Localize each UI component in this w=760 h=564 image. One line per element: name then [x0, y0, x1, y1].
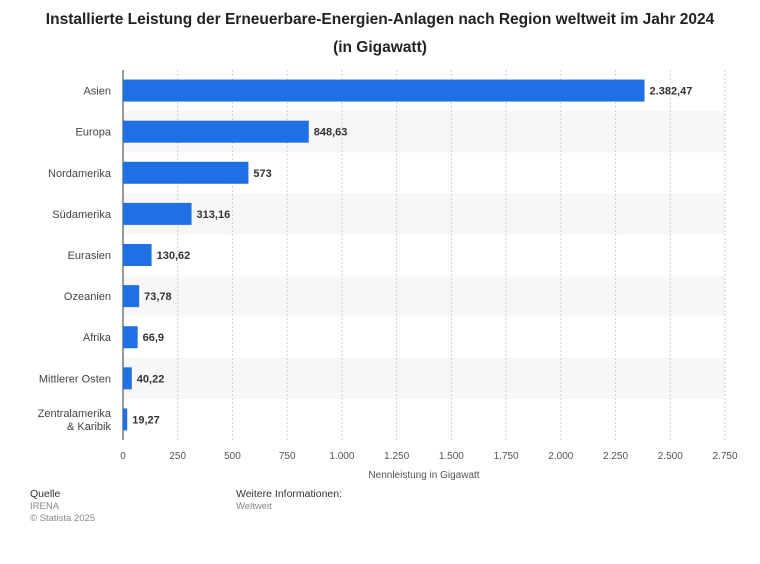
bar [123, 367, 132, 390]
value-label: 130,62 [157, 250, 191, 262]
x-tick-label: 250 [169, 451, 186, 462]
x-tick-label: 2.500 [658, 451, 683, 462]
bar [123, 244, 152, 266]
source-line-1: IRENA [30, 501, 60, 512]
value-label: 19,27 [132, 414, 160, 426]
source-block: Quelle IRENA © Statista 2025 [30, 488, 95, 525]
bar [123, 326, 138, 349]
row-band [123, 275, 725, 317]
value-label: 313,16 [197, 209, 231, 221]
category-label: Südamerika [52, 209, 112, 221]
bar [123, 120, 309, 143]
category-label: Asien [83, 86, 111, 98]
value-label: 66,9 [143, 332, 164, 344]
value-label: 2.382,47 [650, 86, 693, 98]
bar [123, 161, 249, 184]
value-label: 40,22 [137, 373, 165, 385]
info-text: Weltweit [236, 501, 272, 512]
bar [123, 408, 128, 431]
value-label: 73,78 [144, 291, 172, 303]
value-label: 573 [253, 168, 271, 180]
category-label: Mittlerer Osten [39, 373, 111, 385]
category-label: Ozeanien [64, 291, 111, 303]
bar [123, 202, 192, 225]
x-tick-label: 500 [224, 451, 241, 462]
source-line-2: © Statista 2025 [30, 513, 96, 524]
category-label: Nordamerika [48, 168, 112, 180]
row-band [123, 193, 725, 235]
x-tick-label: 1.000 [329, 451, 354, 462]
category-label: Afrika [83, 332, 112, 344]
x-tick-label: 0 [120, 451, 126, 462]
x-axis-label: Nennleistung in Gigawatt [368, 470, 479, 481]
x-tick-label: 2.750 [712, 451, 737, 462]
info-heading: Weitere Informationen: [236, 488, 343, 500]
category-label: Eurasien [68, 250, 111, 262]
x-tick-label: 1.250 [384, 451, 409, 462]
chart-title: Installierte Leistung der Erneuerbare-En… [45, 11, 715, 56]
category-label: Zentralamerika & Karibik [38, 408, 112, 433]
category-label: Europa [76, 127, 112, 139]
x-tick-label: 2.250 [603, 451, 628, 462]
value-label: 848,63 [314, 127, 348, 139]
x-tick-label: 1.500 [439, 451, 464, 462]
source-heading: Quelle [30, 488, 61, 500]
bar [123, 79, 645, 102]
bar [123, 285, 140, 308]
x-tick-label: 1.750 [494, 451, 519, 462]
row-band [123, 357, 725, 399]
x-tick-label: 750 [279, 451, 296, 462]
x-tick-label: 2.000 [548, 451, 573, 462]
info-block: Weitere Informationen: Weltweit [236, 488, 342, 513]
